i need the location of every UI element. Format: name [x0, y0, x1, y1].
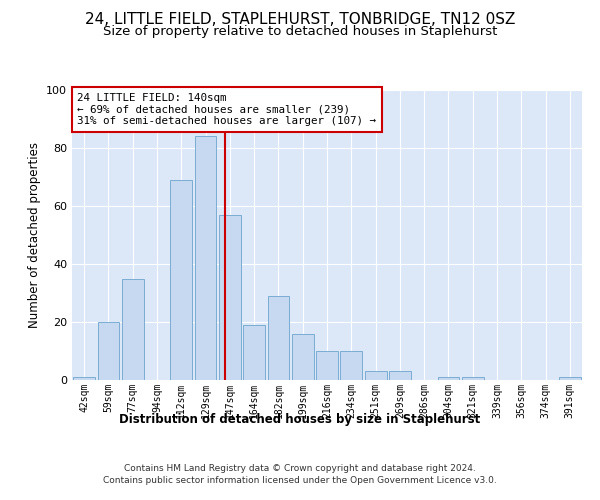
Bar: [365, 372, 386, 380]
Bar: [462, 377, 484, 380]
Text: Distribution of detached houses by size in Staplehurst: Distribution of detached houses by size …: [119, 412, 481, 426]
Bar: [389, 372, 411, 380]
Text: Contains public sector information licensed under the Open Government Licence v3: Contains public sector information licen…: [103, 476, 497, 485]
Bar: [170, 180, 192, 380]
Text: 24, LITTLE FIELD, STAPLEHURST, TONBRIDGE, TN12 0SZ: 24, LITTLE FIELD, STAPLEHURST, TONBRIDGE…: [85, 12, 515, 28]
Text: Size of property relative to detached houses in Staplehurst: Size of property relative to detached ho…: [103, 25, 497, 38]
Bar: [292, 334, 314, 380]
Bar: [316, 351, 338, 380]
Bar: [340, 351, 362, 380]
Bar: [268, 296, 289, 380]
Bar: [194, 136, 217, 380]
Text: 24 LITTLE FIELD: 140sqm
← 69% of detached houses are smaller (239)
31% of semi-d: 24 LITTLE FIELD: 140sqm ← 69% of detache…: [77, 93, 376, 126]
Bar: [122, 278, 143, 380]
Y-axis label: Number of detached properties: Number of detached properties: [28, 142, 41, 328]
Bar: [73, 377, 95, 380]
Bar: [559, 377, 581, 380]
Bar: [437, 377, 460, 380]
Bar: [219, 214, 241, 380]
Bar: [97, 322, 119, 380]
Text: Contains HM Land Registry data © Crown copyright and database right 2024.: Contains HM Land Registry data © Crown c…: [124, 464, 476, 473]
Bar: [243, 325, 265, 380]
